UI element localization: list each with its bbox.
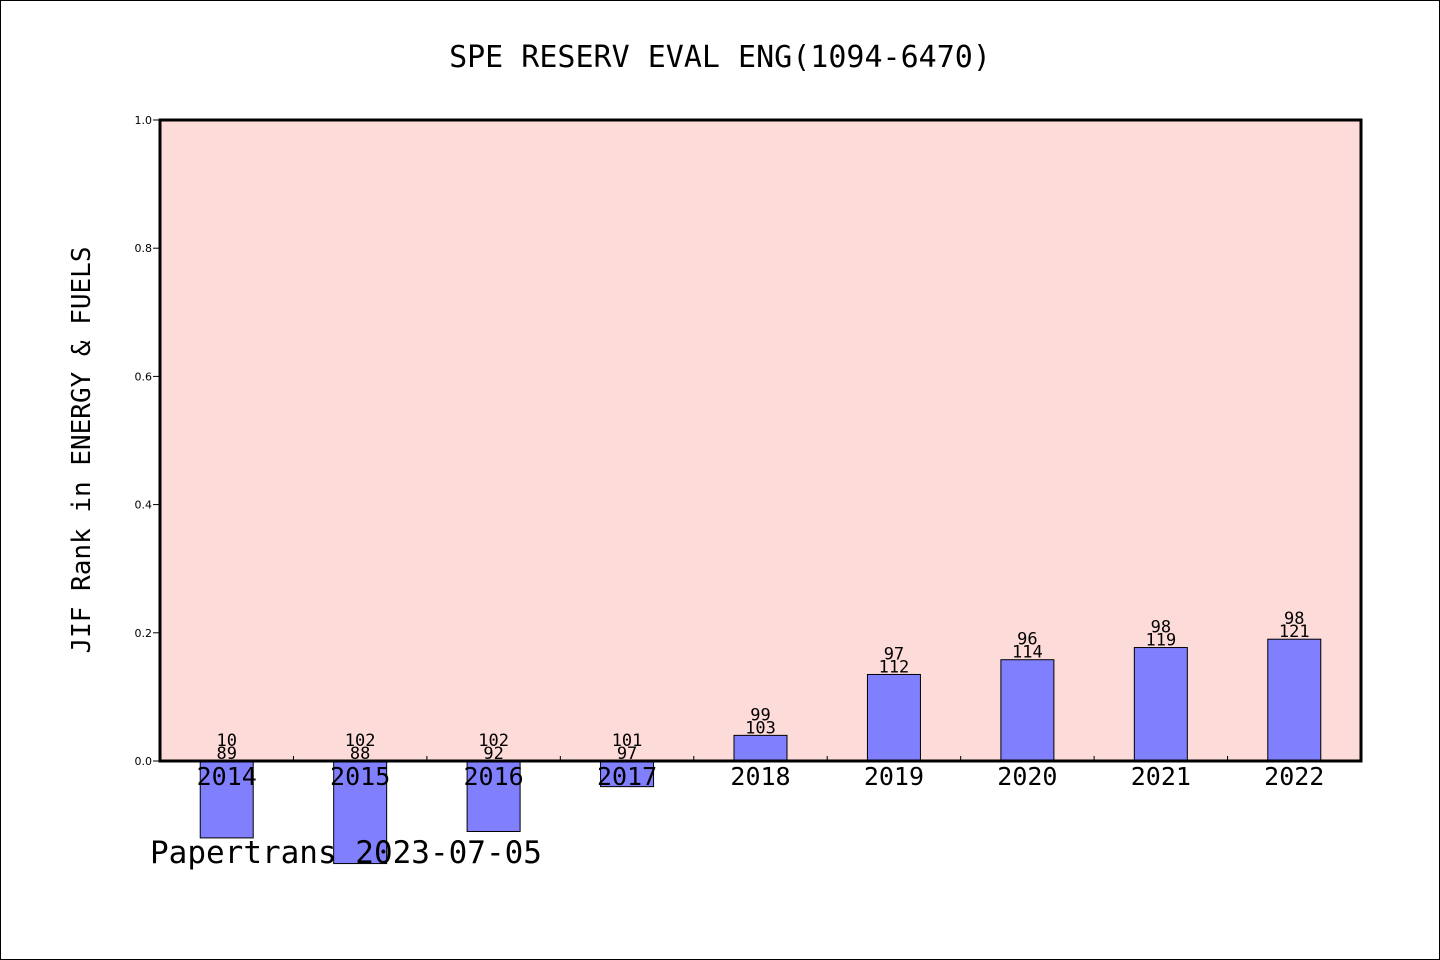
- y-tick-label: 0.8: [135, 242, 153, 255]
- y-tick-label: 0.2: [135, 627, 153, 640]
- rank-label: 102: [478, 731, 509, 751]
- bar: [466, 760, 521, 833]
- y-tick-label: 1.0: [135, 114, 153, 127]
- rank-label: 102: [345, 731, 376, 751]
- bar: [1133, 647, 1188, 762]
- x-tick-label: 2015: [330, 762, 390, 791]
- total-label: 88: [350, 744, 370, 764]
- rank-label: 98: [1151, 618, 1171, 638]
- bar: [1267, 638, 1322, 762]
- bar-labels-group: 1089102881029210197991039711296114981199…: [216, 609, 1309, 764]
- rank-label: 96: [1017, 630, 1037, 650]
- total-label: 92: [483, 744, 503, 764]
- x-tick-label: 2020: [997, 762, 1057, 791]
- total-label: 97: [617, 744, 637, 764]
- rank-label: 97: [884, 644, 904, 664]
- total-label: 112: [879, 657, 910, 677]
- x-tick-label: 2018: [730, 762, 790, 791]
- y-tick-label: 0.0: [135, 755, 153, 768]
- x-tick-label: 2022: [1264, 762, 1324, 791]
- bar: [333, 760, 388, 865]
- rank-label: 101: [612, 731, 643, 751]
- total-label: 114: [1012, 643, 1043, 663]
- total-label: 103: [745, 718, 776, 738]
- chart-title: SPE RESERV EVAL ENG(1094-6470): [449, 40, 991, 75]
- rank-label: 99: [750, 705, 770, 725]
- total-label: 89: [216, 744, 236, 764]
- bar: [866, 673, 921, 762]
- footer-watermark: Papertrans 2023-07-05: [150, 835, 542, 871]
- rank-label: 98: [1284, 609, 1304, 629]
- y-axis-ticks: 0.0 0.2 0.4 0.6 0.8 1.0: [135, 114, 160, 768]
- x-tick-label: 2019: [864, 762, 924, 791]
- rank-label: 10: [216, 731, 236, 751]
- bar: [1000, 659, 1055, 762]
- x-tick-label: 2021: [1131, 762, 1191, 791]
- bar: [733, 734, 788, 762]
- plot-border: [158, 118, 1363, 763]
- bars-group: [199, 638, 1322, 865]
- y-tick-label: 0.4: [135, 499, 153, 512]
- total-label: 119: [1145, 631, 1176, 651]
- x-tick-label: 2016: [464, 762, 524, 791]
- y-tick-label: 0.6: [135, 370, 153, 383]
- total-label: 121: [1279, 622, 1310, 642]
- x-tick-label: 2017: [597, 762, 657, 791]
- x-tick-label: 2014: [197, 762, 257, 791]
- y-axis-label: JIF Rank in ENERGY & FUELS: [67, 247, 97, 654]
- x-axis-ticks: 2014 2015 2016 2017 2018 2019 2020 2021 2022: [197, 756, 1324, 791]
